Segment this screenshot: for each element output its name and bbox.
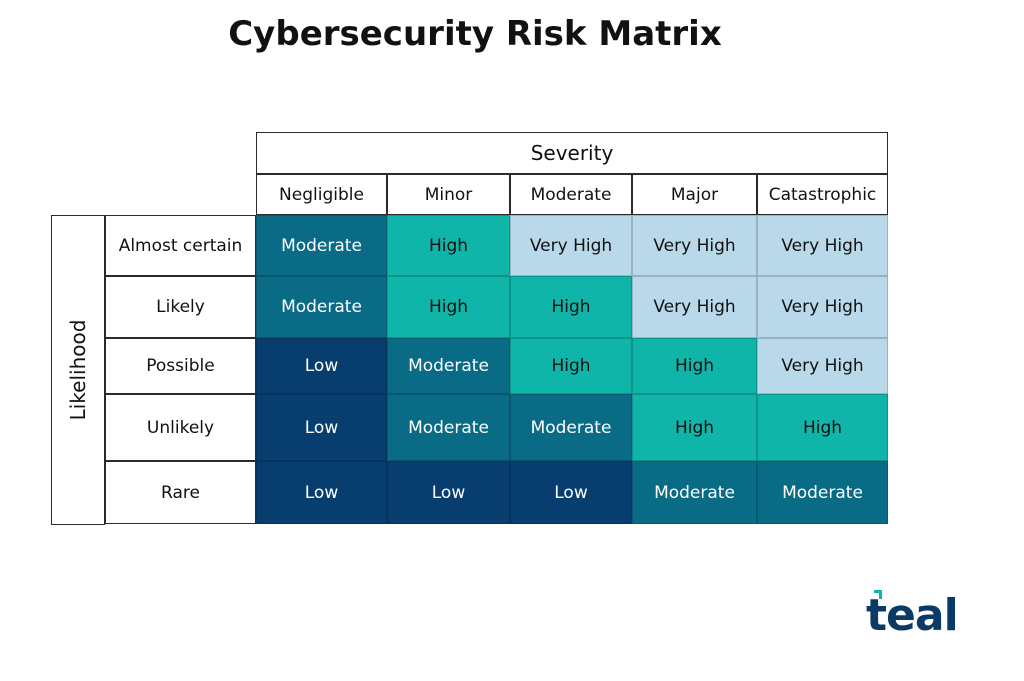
teal-logo: teal (866, 590, 976, 650)
risk-cell: Moderate (757, 461, 888, 524)
risk-cell: Moderate (632, 461, 757, 524)
risk-cell: Low (510, 461, 632, 524)
risk-cell: High (757, 394, 888, 461)
risk-cell: Moderate (387, 394, 510, 461)
risk-cell: Low (387, 461, 510, 524)
risk-cell: Low (256, 338, 387, 394)
risk-cell: Very High (757, 215, 888, 276)
risk-cell: Very High (757, 276, 888, 338)
severity-level-major: Major (632, 174, 757, 215)
teal-logo-mark-icon (874, 590, 882, 599)
risk-cell: High (510, 338, 632, 394)
risk-cell: Low (256, 394, 387, 461)
page-title: Cybersecurity Risk Matrix (228, 14, 722, 54)
logo-text: teal (866, 590, 959, 641)
severity-level-minor: Minor (387, 174, 510, 215)
risk-cell: Very High (632, 276, 757, 338)
severity-level-moderate: Moderate (510, 174, 632, 215)
likelihood-level-unlikely: Unlikely (105, 394, 256, 461)
likelihood-header: Likelihood (51, 215, 105, 525)
likelihood-level-likely: Likely (105, 276, 256, 338)
risk-cell: Moderate (387, 338, 510, 394)
risk-cell: Low (256, 461, 387, 524)
likelihood-header-label: Likelihood (66, 319, 90, 421)
risk-cell: Moderate (256, 215, 387, 276)
severity-header: Severity (256, 132, 888, 174)
likelihood-level-possible: Possible (105, 338, 256, 394)
risk-cell: Very High (757, 338, 888, 394)
likelihood-level-rare: Rare (105, 461, 256, 524)
risk-cell: High (632, 338, 757, 394)
severity-level-catastrophic: Catastrophic (757, 174, 888, 215)
risk-cell: Moderate (510, 394, 632, 461)
risk-cell: Very High (632, 215, 757, 276)
likelihood-level-almost-certain: Almost certain (105, 215, 256, 276)
risk-cell: Very High (510, 215, 632, 276)
risk-cell: High (387, 215, 510, 276)
risk-cell: High (387, 276, 510, 338)
risk-cell: High (510, 276, 632, 338)
risk-cell: Moderate (256, 276, 387, 338)
severity-level-negligible: Negligible (256, 174, 387, 215)
risk-cell: High (632, 394, 757, 461)
